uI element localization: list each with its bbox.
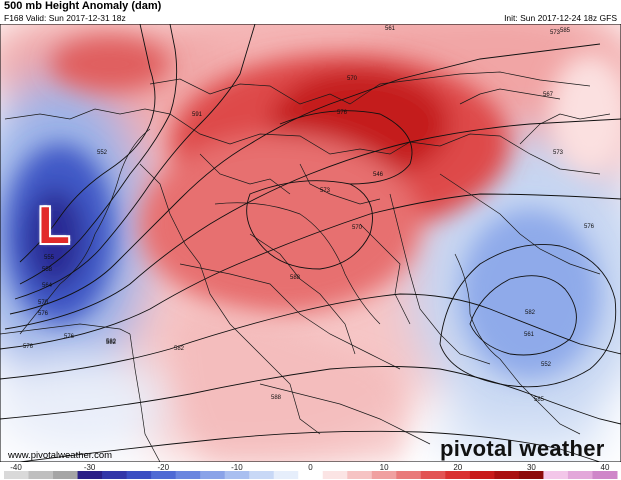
colorbar-tick-label: -40 [10, 463, 22, 472]
anomaly-map: 585 561 573 591 552 555 558 564 570 576 576 582 582 5… [0, 24, 621, 462]
contour-label: 570 [347, 76, 358, 82]
colorbar-swatch [396, 471, 422, 479]
colorbar-tick-label: -30 [84, 463, 96, 472]
colorbar-swatch [126, 471, 152, 479]
contour-label: 552 [97, 150, 108, 156]
colorbar-swatch [445, 471, 471, 479]
contour-label: 567 [543, 92, 554, 98]
init-time: Init: Sun 2017-12-24 18z GFS [504, 13, 617, 23]
colorbar-swatch [420, 471, 446, 479]
valid-time: F168 Valid: Sun 2017-12-31 18z [4, 13, 126, 23]
contour-label: 573 [320, 188, 331, 194]
colorbar-swatch [249, 471, 275, 479]
contour-label: 561 [524, 332, 535, 338]
contour-label: 585 [534, 397, 545, 403]
contour-label: 582 [106, 339, 117, 345]
colorbar-swatches [4, 471, 618, 479]
contour-label: 576 [23, 344, 34, 350]
contour-label: 588 [290, 275, 301, 281]
colorbar-ticks: -40 -30 -20 -10 0 10 20 30 40 [10, 463, 610, 472]
contour-label: 582 [106, 340, 117, 346]
colorbar-swatch [322, 471, 348, 479]
contour-label: 570 [352, 225, 363, 231]
colorbar-swatch [4, 471, 30, 479]
colorbar-swatch [469, 471, 495, 479]
colorbar-tick-label: 20 [453, 463, 462, 472]
colorbar-swatch [53, 471, 79, 479]
colorbar-swatch [200, 471, 226, 479]
contour-label: 582 [174, 346, 185, 352]
brand-wordmark: pivotal weather [440, 436, 605, 461]
colorbar-tick-label: -10 [231, 463, 243, 472]
contour-label: 555 [44, 255, 55, 261]
colorbar-swatch [298, 471, 324, 479]
contour-label: 588 [271, 395, 282, 401]
colorbar-swatch [151, 471, 177, 479]
colorbar-swatch [543, 471, 569, 479]
map-title: 500 mb Height Anomaly (dam) [4, 0, 162, 12]
contour-label: 564 [42, 283, 53, 289]
geopolitical-borders [0, 71, 611, 462]
contour-label: 552 [541, 362, 552, 368]
contour-label: 558 [42, 267, 53, 273]
brand-logo: pivotal weather [440, 436, 605, 462]
colorbar-swatch [592, 471, 618, 479]
contour-label: 585 [560, 28, 571, 34]
contour-label: 546 [373, 172, 384, 178]
header-bar: 500 mb Height Anomaly (dam) F168 Valid: … [0, 0, 621, 24]
colorbar-tick-label: 0 [308, 463, 313, 472]
colorbar-swatch [567, 471, 593, 479]
contour-label: 576 [64, 334, 75, 340]
colorbar-swatch [347, 471, 373, 479]
contour-labels: 585 561 573 591 552 555 558 564 570 576 576 582 582 5… [23, 26, 595, 403]
anomaly-shading [0, 24, 621, 462]
low-pressure-marker: L [38, 197, 70, 255]
colorbar-swatch [494, 471, 520, 479]
colorbar-swatch [518, 471, 544, 479]
colorbar-swatch [273, 471, 299, 479]
contour-label: 576 [38, 311, 49, 317]
colorbar-tick-label: 30 [527, 463, 536, 472]
colorbar-swatch [77, 471, 103, 479]
colorbar-tick-label: -20 [158, 463, 170, 472]
colorbar-swatch [28, 471, 54, 479]
contour-label: 561 [385, 26, 396, 32]
colorbar-swatch [371, 471, 397, 479]
contour-label: 576 [337, 110, 348, 116]
colorbar-swatch [102, 471, 128, 479]
colorbar: -40 -30 -20 -10 0 10 20 30 40 [4, 463, 618, 479]
website-credit: www.pivotalweather.com [8, 450, 113, 461]
contour-label: 573 [550, 30, 561, 36]
colorbar-tick-label: 10 [380, 463, 389, 472]
contour-label: 576 [584, 224, 595, 230]
colorbar-swatch [224, 471, 250, 479]
contour-label: 573 [553, 150, 564, 156]
colorbar-swatch [175, 471, 201, 479]
height-contours [0, 24, 621, 462]
contour-label: 582 [525, 310, 536, 316]
contour-label: 591 [192, 112, 203, 118]
colorbar-tick-label: 40 [601, 463, 610, 472]
contour-label: 570 [38, 300, 49, 306]
